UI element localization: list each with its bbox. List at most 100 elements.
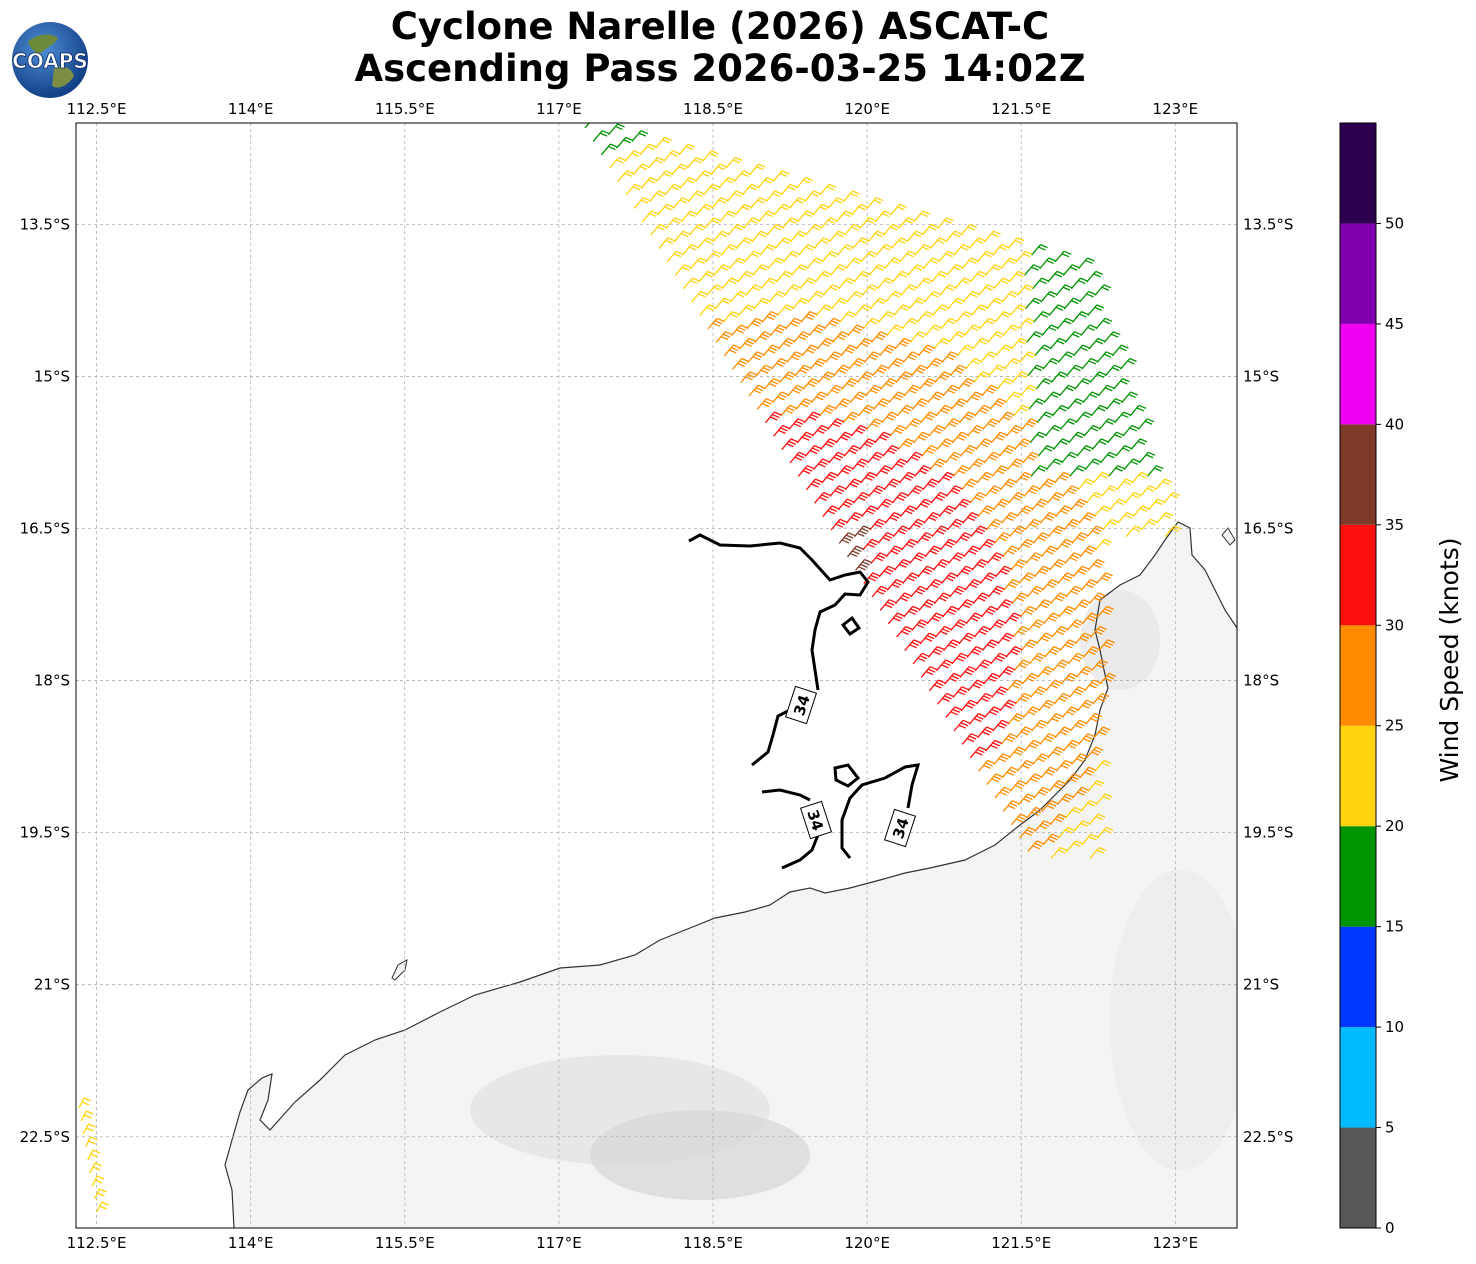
wind-barb: [809, 357, 827, 370]
wind-barb: [1028, 652, 1046, 665]
wind-barb: [1014, 438, 1031, 451]
wind-barb: [1164, 525, 1182, 538]
wind-barb: [879, 599, 897, 611]
wind-barb: [1075, 666, 1093, 678]
wind-barb: [774, 237, 792, 250]
wind-barb: [1068, 431, 1085, 444]
wind-barb: [1091, 659, 1108, 672]
wind-barb: [1064, 331, 1082, 343]
wind-barb: [977, 505, 995, 518]
wind-barb: [858, 438, 876, 451]
wind-barb: [861, 284, 879, 296]
wind-barb: [802, 378, 820, 390]
wind-barb: [1089, 371, 1107, 384]
wind-barb: [1007, 237, 1025, 250]
wind-barb: [994, 786, 1012, 799]
wind-barb: [803, 411, 821, 424]
wind-barb: [1016, 759, 1034, 772]
lat-tick-label-right: 15°S: [1243, 367, 1279, 385]
wind-barb: [813, 237, 831, 250]
wind-barb: [1063, 773, 1081, 786]
wind-barb: [1032, 532, 1050, 544]
wind-barb: [832, 331, 849, 343]
wind-barb: [1040, 766, 1058, 779]
wind-barb: [846, 545, 864, 558]
wind-barb: [1055, 505, 1072, 518]
title-line-2: Ascending Pass 2026-03-25 14:02Z: [354, 47, 1086, 90]
wind-barb: [1137, 418, 1155, 430]
wind-barb: [1089, 592, 1106, 605]
wind-barb: [732, 357, 749, 370]
wind-barb: [1055, 759, 1073, 772]
wind-barb: [1063, 297, 1081, 310]
wind-barb: [1074, 632, 1092, 645]
wind-barb: [976, 471, 994, 484]
wind-barb: [958, 411, 976, 424]
wind-barb: [999, 478, 1017, 491]
wind-barb: [895, 592, 912, 605]
wind-barb: [1086, 270, 1103, 283]
wind-barb: [788, 418, 806, 430]
wind-barb: [953, 719, 971, 732]
wind-barb: [1065, 806, 1082, 819]
wind-barb: [799, 277, 817, 290]
wind-barb: [877, 532, 895, 544]
wind-barb: [1025, 773, 1042, 786]
wind-barb: [852, 237, 870, 250]
wind-barb: [928, 679, 946, 692]
wind-barb: [994, 311, 1012, 323]
wind-barb: [710, 163, 727, 176]
wind-barb: [978, 759, 995, 772]
wind-barb: [1080, 579, 1098, 591]
wind-barb: [1088, 813, 1106, 826]
wind-barb: [974, 404, 991, 417]
wind-barb: [1138, 451, 1156, 464]
wind-barb: [769, 324, 787, 337]
wind-barb: [754, 331, 772, 343]
wind-barb: [1080, 324, 1097, 337]
wind-barb: [951, 652, 969, 665]
wind-barb: [744, 250, 761, 263]
colorbar-bin: [1340, 1127, 1376, 1228]
wind-barb: [789, 451, 807, 464]
wind-barb: [869, 297, 887, 310]
wind-barb: [935, 404, 953, 417]
wind-barb: [1088, 337, 1106, 350]
wind-barb: [966, 391, 983, 404]
wind-barb: [784, 284, 801, 296]
wind-barb: [892, 525, 910, 538]
wind-barb: [796, 177, 813, 189]
wind-barb: [931, 525, 949, 538]
wind-barb: [860, 250, 878, 263]
wind-barb: [936, 438, 954, 451]
wind-barb: [903, 605, 920, 618]
wind-barb: [911, 619, 929, 631]
wind-barb: [1082, 391, 1100, 404]
wind-barb: [1052, 659, 1070, 672]
wind-barb: [1122, 424, 1140, 437]
wind-barb: [904, 418, 922, 430]
wind-barb: [752, 264, 770, 276]
wind-barb: [953, 244, 971, 256]
wind-barb: [862, 538, 879, 551]
wind-barb: [869, 518, 887, 531]
wind-barb: [1107, 431, 1124, 444]
wind-barb: [787, 384, 805, 397]
wind-barb: [762, 344, 780, 357]
lat-tick-label-left: 19.5°S: [20, 824, 70, 842]
wind-barb: [997, 411, 1015, 424]
wind-barb: [844, 478, 862, 491]
wind-barb: [883, 478, 901, 491]
wind-barb: [746, 317, 764, 330]
lat-tick-label-left: 16.5°S: [20, 520, 70, 538]
wind-barb: [1033, 311, 1050, 323]
wind-barb: [592, 130, 610, 142]
wind-barb: [1011, 592, 1029, 605]
wind-barb: [804, 190, 821, 203]
wind-barb: [773, 424, 790, 437]
wind-barb: [805, 223, 823, 236]
wind-barb: [821, 250, 839, 263]
title-line-1: Cyclone Narelle (2026) ASCAT-C: [390, 5, 1050, 48]
wind-barb: [1009, 780, 1027, 792]
wind-barb: [984, 230, 1001, 243]
